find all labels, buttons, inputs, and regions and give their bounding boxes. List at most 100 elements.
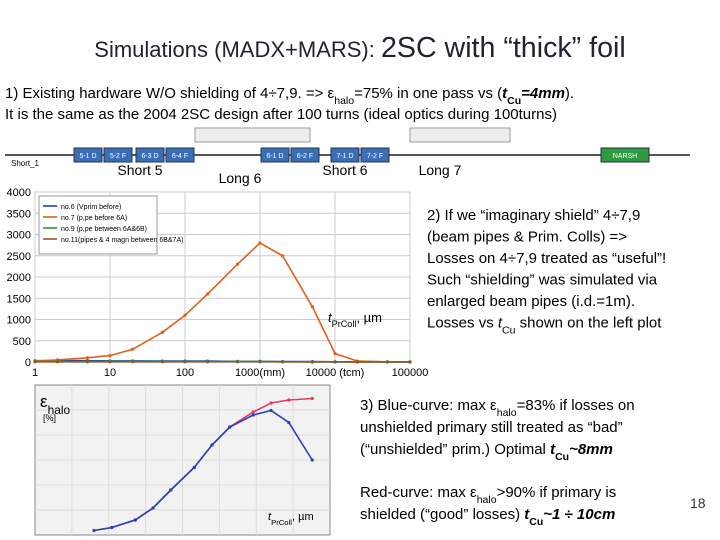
magnet — [103, 147, 133, 163]
page-number: 18 — [690, 495, 706, 511]
note-line: 3) Blue-curve: max εhalo=83% if losses o… — [360, 397, 635, 419]
data-point — [108, 354, 112, 358]
text-run: t — [498, 315, 503, 332]
text-run: Red-curve: max ε — [360, 484, 477, 501]
text-run: Cu — [529, 516, 543, 528]
note-line: shielded (“good” losses) tCu~1 ÷ 10cm — [360, 506, 615, 528]
y-tick-label: 3500 — [7, 208, 31, 220]
bpm-row — [194, 127, 311, 143]
text-run: unshielded primary still treated as “bad… — [360, 419, 623, 436]
magnet-label: 5-2 F — [110, 153, 126, 160]
data-point — [85, 360, 90, 364]
y-tick-label: 1500 — [7, 293, 31, 305]
data-point — [85, 356, 90, 360]
slide-title: Simulations (MADX+MARS): 2SC with “thick… — [94, 32, 625, 64]
note-line: Red-curve: max εhalo>90% if primary is — [360, 484, 616, 506]
data-point — [210, 443, 214, 447]
text-run: 2) If we “imaginary shield” 4÷7,9 — [427, 207, 640, 224]
text-run: shielded (“good” losses) — [360, 506, 524, 523]
y-tick-label: 0 — [25, 357, 31, 369]
magnet-label: 6-4 F — [172, 153, 188, 160]
data-point — [169, 488, 173, 492]
section-label: Short_1 — [11, 159, 40, 168]
y-tick-label: 2500 — [7, 251, 31, 263]
section-label: Short 5 — [117, 162, 162, 178]
data-point — [408, 360, 412, 364]
series-line — [93, 409, 313, 532]
data-point — [183, 313, 187, 317]
legend-label: no.7 (p,pe before 6A) — [61, 215, 127, 222]
text-run: halo — [497, 407, 517, 419]
magnet-label: 7-1 D — [336, 153, 353, 160]
magnet-label: 5-1 D — [79, 153, 96, 160]
text-run: ~1 ÷ 10cm — [543, 506, 615, 523]
data-point — [287, 398, 291, 402]
note-line: Losses vs tCu shown on the left plot — [427, 315, 662, 337]
text-run: halo — [48, 403, 71, 417]
data-point — [269, 401, 273, 405]
text-run: ~8mm — [569, 441, 613, 458]
text-run: Losses vs — [427, 315, 498, 332]
text-run: PrColl — [271, 518, 292, 527]
data-point — [110, 525, 114, 530]
text-run: Simulations (MADX+MARS): — [94, 37, 381, 62]
text-run: t — [502, 85, 508, 102]
text-run: t — [268, 511, 272, 523]
x-tick-label: 10 — [104, 367, 116, 379]
data-point — [251, 410, 255, 414]
text-run: halo — [334, 95, 354, 107]
text-run: , µm — [292, 511, 314, 523]
text-run: =75% in one pass vs ( — [354, 85, 502, 102]
intro-line: 1) Existing hardware W/O shielding of 4÷… — [5, 85, 574, 107]
text-run: ). — [565, 85, 574, 102]
note-line: unshielded primary still treated as “bad… — [360, 419, 623, 436]
data-point — [183, 360, 187, 364]
note-line: (beam pipes & Prim. Colls) => — [427, 229, 627, 246]
text-run: =83% if losses on — [517, 397, 635, 414]
magnet — [165, 147, 195, 163]
note-line: (“unshielded” prim.) Optimal tCu~8mm — [360, 441, 613, 463]
data-point — [310, 360, 315, 364]
data-point — [192, 465, 196, 470]
text-run: (beam pipes & Prim. Colls) => — [427, 229, 627, 246]
text-run: ε — [40, 392, 48, 411]
data-point — [280, 360, 285, 364]
data-point — [228, 425, 232, 429]
x-axis-label: tPrColl, µm — [328, 310, 382, 329]
y-tick-label: 4000 — [7, 187, 31, 199]
magnet — [135, 147, 165, 163]
text-run: t — [328, 310, 333, 325]
text-run: PrColl — [332, 319, 357, 329]
data-point — [251, 413, 255, 417]
data-point — [55, 360, 60, 364]
data-point — [258, 241, 262, 245]
magnet — [73, 147, 103, 163]
data-point — [310, 458, 314, 462]
magnet — [600, 147, 650, 163]
intro-line: It is the same as the 2004 2SC design af… — [5, 106, 557, 123]
text-run: halo — [477, 494, 497, 506]
data-point — [287, 420, 291, 425]
magnet-label: 6-2 F — [297, 153, 313, 160]
text-run: It is the same as the 2004 2SC design af… — [5, 106, 557, 123]
text-run: Such “shielding” was simulated via — [427, 272, 658, 289]
legend-box — [38, 195, 158, 255]
section-label: Long 7 — [419, 162, 462, 178]
note-line: 2) If we “imaginary shield” 4÷7,9 — [427, 207, 640, 224]
y-axis-label: εhalo — [40, 392, 70, 417]
legend-label: no.6 (Vprim before) — [61, 204, 121, 211]
x-tick-label: 10000 (tcm) — [306, 367, 365, 379]
text-run: Cu — [555, 451, 569, 463]
magnet — [260, 147, 290, 163]
text-run: =4mm — [521, 85, 565, 102]
data-point — [205, 360, 210, 364]
magnet — [290, 147, 320, 163]
beamline-diagram: Short 5 Long 6 Short 6 Long 7 Short_1 5-1 D 5-… — [5, 127, 690, 186]
data-point — [258, 360, 262, 364]
text-run: 2SC with “thick” foil — [381, 32, 626, 64]
text-run: shown on the left plot — [515, 315, 662, 332]
section-label: Long 6 — [219, 170, 262, 186]
text-run: Cu — [502, 325, 516, 337]
text-run: t — [550, 441, 556, 458]
